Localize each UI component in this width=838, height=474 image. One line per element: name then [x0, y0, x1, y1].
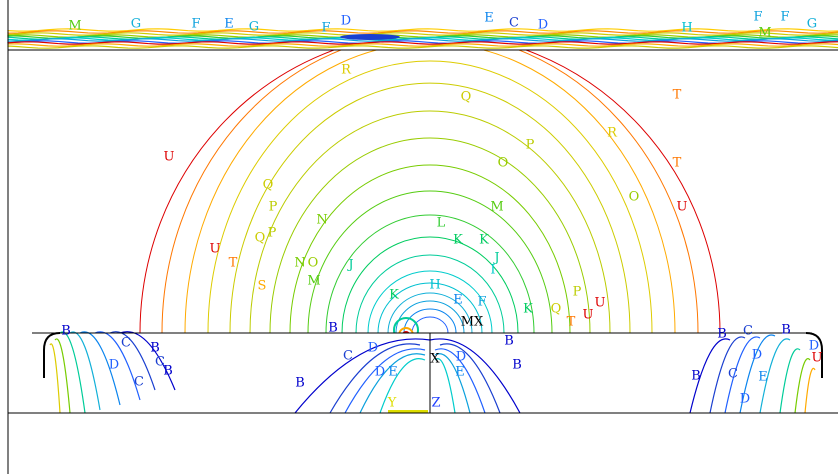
- contour-label: N: [294, 256, 305, 271]
- contour-label: K: [389, 288, 399, 303]
- contour-label: F: [477, 295, 486, 310]
- contour-label: C: [728, 367, 738, 382]
- contour-label: G: [807, 17, 817, 32]
- contour-line: [340, 34, 400, 40]
- contour-label: O: [629, 190, 640, 205]
- contour-label: D: [368, 341, 378, 356]
- contour-label: U: [210, 242, 221, 257]
- contour-label: B: [295, 376, 305, 391]
- contour-label: D: [341, 14, 351, 29]
- contour-label: H: [681, 21, 692, 36]
- contour-label: G: [249, 20, 259, 35]
- contour-label: D: [752, 348, 762, 363]
- contour-label: D: [809, 339, 819, 354]
- contour-label: X: [430, 352, 440, 367]
- contour-label: I: [490, 263, 495, 278]
- contour-label: F: [191, 17, 200, 32]
- contour-label: D: [740, 392, 750, 407]
- contour-label: B: [691, 369, 701, 384]
- contour-label: T: [673, 156, 682, 171]
- contour-label: Q: [461, 90, 472, 105]
- contour-label: P: [573, 285, 582, 300]
- contour-label: B: [504, 334, 514, 349]
- contour-label: U: [583, 308, 594, 323]
- contour-label: N: [316, 213, 327, 228]
- contour-label: K: [479, 233, 489, 248]
- contour-label: L: [437, 216, 446, 231]
- contour-label: B: [150, 341, 160, 356]
- contour-label: U: [595, 296, 606, 311]
- contour-label: B: [717, 327, 727, 342]
- contour-label: R: [607, 126, 618, 141]
- contour-label: J: [346, 258, 353, 273]
- contour-label: C: [121, 336, 131, 351]
- contour-label: M: [490, 200, 503, 215]
- contour-label: Z: [431, 396, 440, 411]
- contour-label: C: [343, 349, 353, 364]
- contour-label: D: [538, 18, 548, 33]
- contour-label: T: [673, 88, 682, 103]
- contour-label: U: [677, 200, 688, 215]
- contour-label: D: [375, 365, 385, 380]
- contour-label: Q: [255, 231, 266, 246]
- contour-plot: MGFEGFDECDHFFMGRQTURPOTUQPONMLKKJIUTQPNM…: [0, 0, 838, 474]
- contour-label: D: [456, 350, 466, 365]
- contour-label: E: [758, 370, 768, 385]
- contour-label: M: [307, 274, 320, 289]
- contour-label: K: [523, 302, 533, 317]
- contour-label: S: [258, 279, 267, 294]
- contour-label: C: [134, 375, 144, 390]
- contour-label: E: [455, 365, 465, 380]
- contour-label: O: [308, 256, 319, 271]
- contour-label: T: [229, 256, 238, 271]
- contour-label: M: [758, 26, 771, 41]
- contour-label: F: [321, 21, 330, 36]
- contour-label: D: [109, 358, 119, 373]
- contour-label: U: [164, 150, 175, 165]
- contour-label: P: [268, 226, 277, 241]
- contour-label: F: [753, 10, 762, 25]
- contour-label: Q: [263, 178, 274, 193]
- contour-label: R: [341, 63, 352, 78]
- contour-label: B: [61, 324, 71, 339]
- contour-label: T: [567, 315, 576, 330]
- contour-label: E: [453, 293, 463, 308]
- contour-label: B: [512, 358, 522, 373]
- contour-label: F: [780, 10, 789, 25]
- contour-label: MX: [461, 315, 484, 330]
- contour-label: E: [388, 365, 398, 380]
- contour-label: C: [509, 16, 519, 31]
- contour-label: M: [68, 19, 81, 34]
- contour-label: P: [269, 200, 278, 215]
- contour-label: G: [131, 17, 141, 32]
- contour-label: K: [453, 233, 463, 248]
- contour-label: O: [498, 156, 509, 171]
- contour-label: H: [429, 278, 440, 293]
- contour-label: Q: [551, 302, 562, 317]
- contour-label: C: [743, 324, 753, 339]
- contour-label: P: [526, 138, 535, 153]
- contour-label: E: [484, 11, 494, 26]
- contour-label: E: [224, 17, 234, 32]
- contour-label: B: [781, 323, 791, 338]
- contour-label: B: [163, 364, 173, 379]
- contour-label: B: [328, 321, 338, 336]
- contour-label: Y: [387, 396, 397, 411]
